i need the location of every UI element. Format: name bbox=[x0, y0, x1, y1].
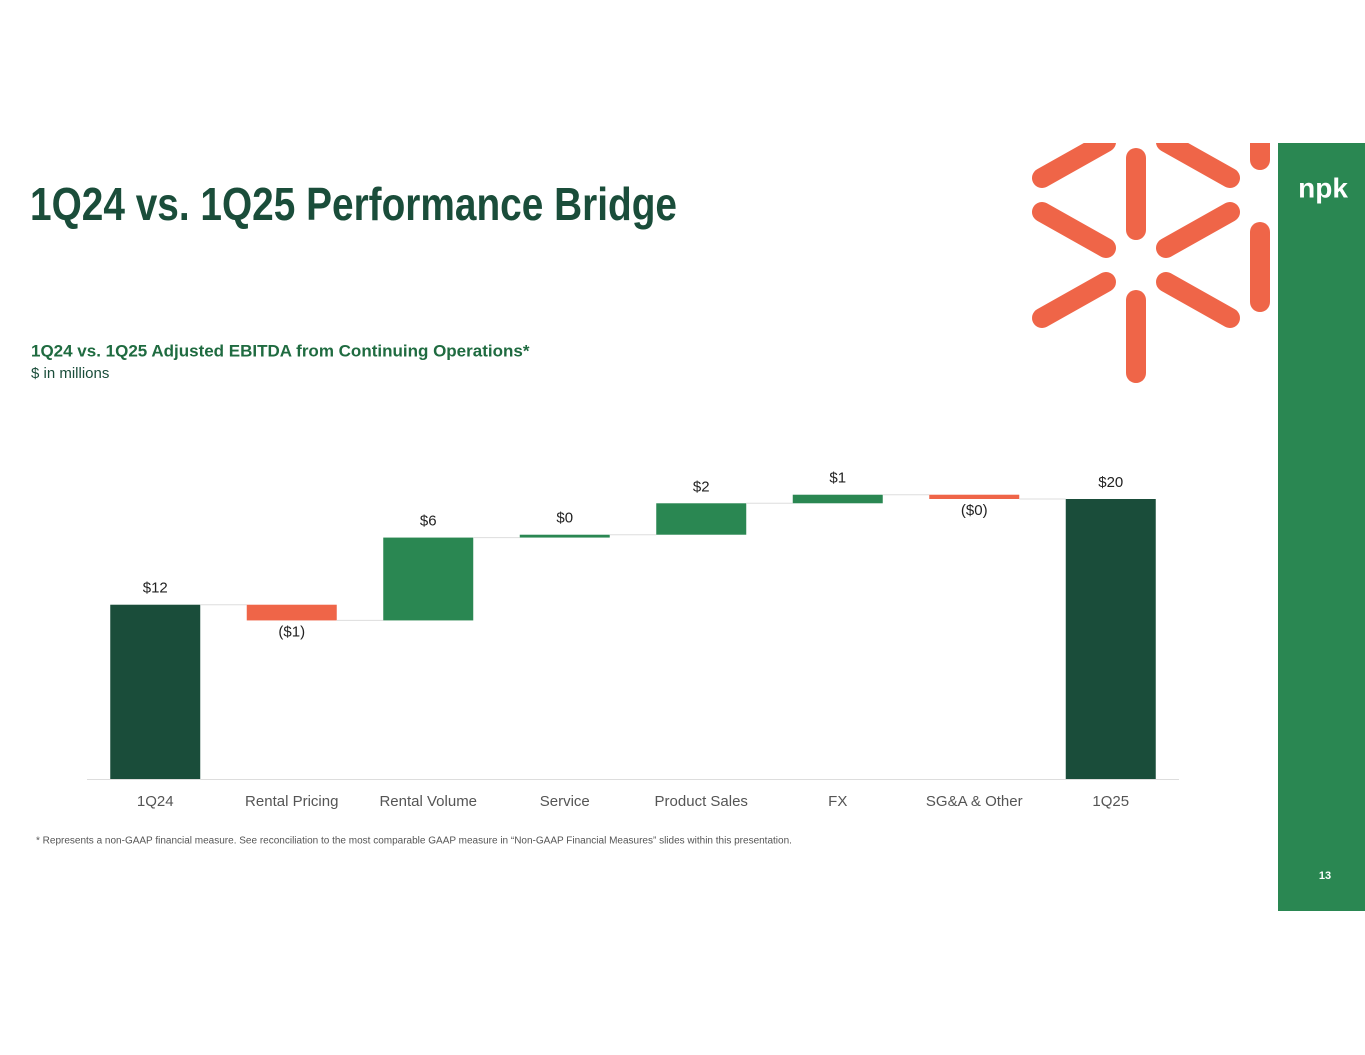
x-tick-label: Rental Pricing bbox=[245, 793, 338, 810]
bar bbox=[929, 494, 1020, 499]
chart-subtitle: $ in millions bbox=[31, 365, 109, 382]
x-tick-label: Service bbox=[540, 793, 590, 810]
footnote: * Represents a non-GAAP financial measur… bbox=[36, 836, 792, 847]
value-label: $2 bbox=[693, 478, 710, 495]
bar bbox=[792, 494, 883, 504]
bar bbox=[1065, 499, 1156, 779]
logo-mark bbox=[1032, 143, 1270, 383]
logo-text: npk bbox=[1298, 172, 1348, 203]
value-label: ($1) bbox=[278, 623, 305, 640]
chart-title: 1Q24 vs. 1Q25 Adjusted EBITDA from Conti… bbox=[31, 341, 530, 360]
x-tick-label: 1Q25 bbox=[1092, 793, 1129, 810]
slide-title: 1Q24 vs. 1Q25 Performance Bridge bbox=[30, 178, 677, 230]
value-label: $6 bbox=[420, 513, 437, 530]
bar bbox=[383, 537, 474, 621]
value-label: $0 bbox=[556, 510, 573, 527]
bar bbox=[246, 604, 337, 621]
value-label: $20 bbox=[1098, 474, 1123, 491]
bar bbox=[110, 604, 201, 779]
x-tick-label: Rental Volume bbox=[379, 793, 477, 810]
x-tick-label: FX bbox=[828, 793, 847, 810]
x-tick-label: SG&A & Other bbox=[926, 793, 1023, 810]
x-tick-label: Product Sales bbox=[655, 793, 748, 810]
sidebar bbox=[1278, 143, 1365, 911]
value-label: $1 bbox=[829, 470, 846, 487]
bar bbox=[656, 503, 747, 535]
value-label: $12 bbox=[143, 580, 168, 597]
x-tick-label: 1Q24 bbox=[137, 793, 174, 810]
page-number: 13 bbox=[1319, 870, 1331, 882]
value-label: ($0) bbox=[961, 502, 988, 519]
bar bbox=[519, 534, 610, 538]
